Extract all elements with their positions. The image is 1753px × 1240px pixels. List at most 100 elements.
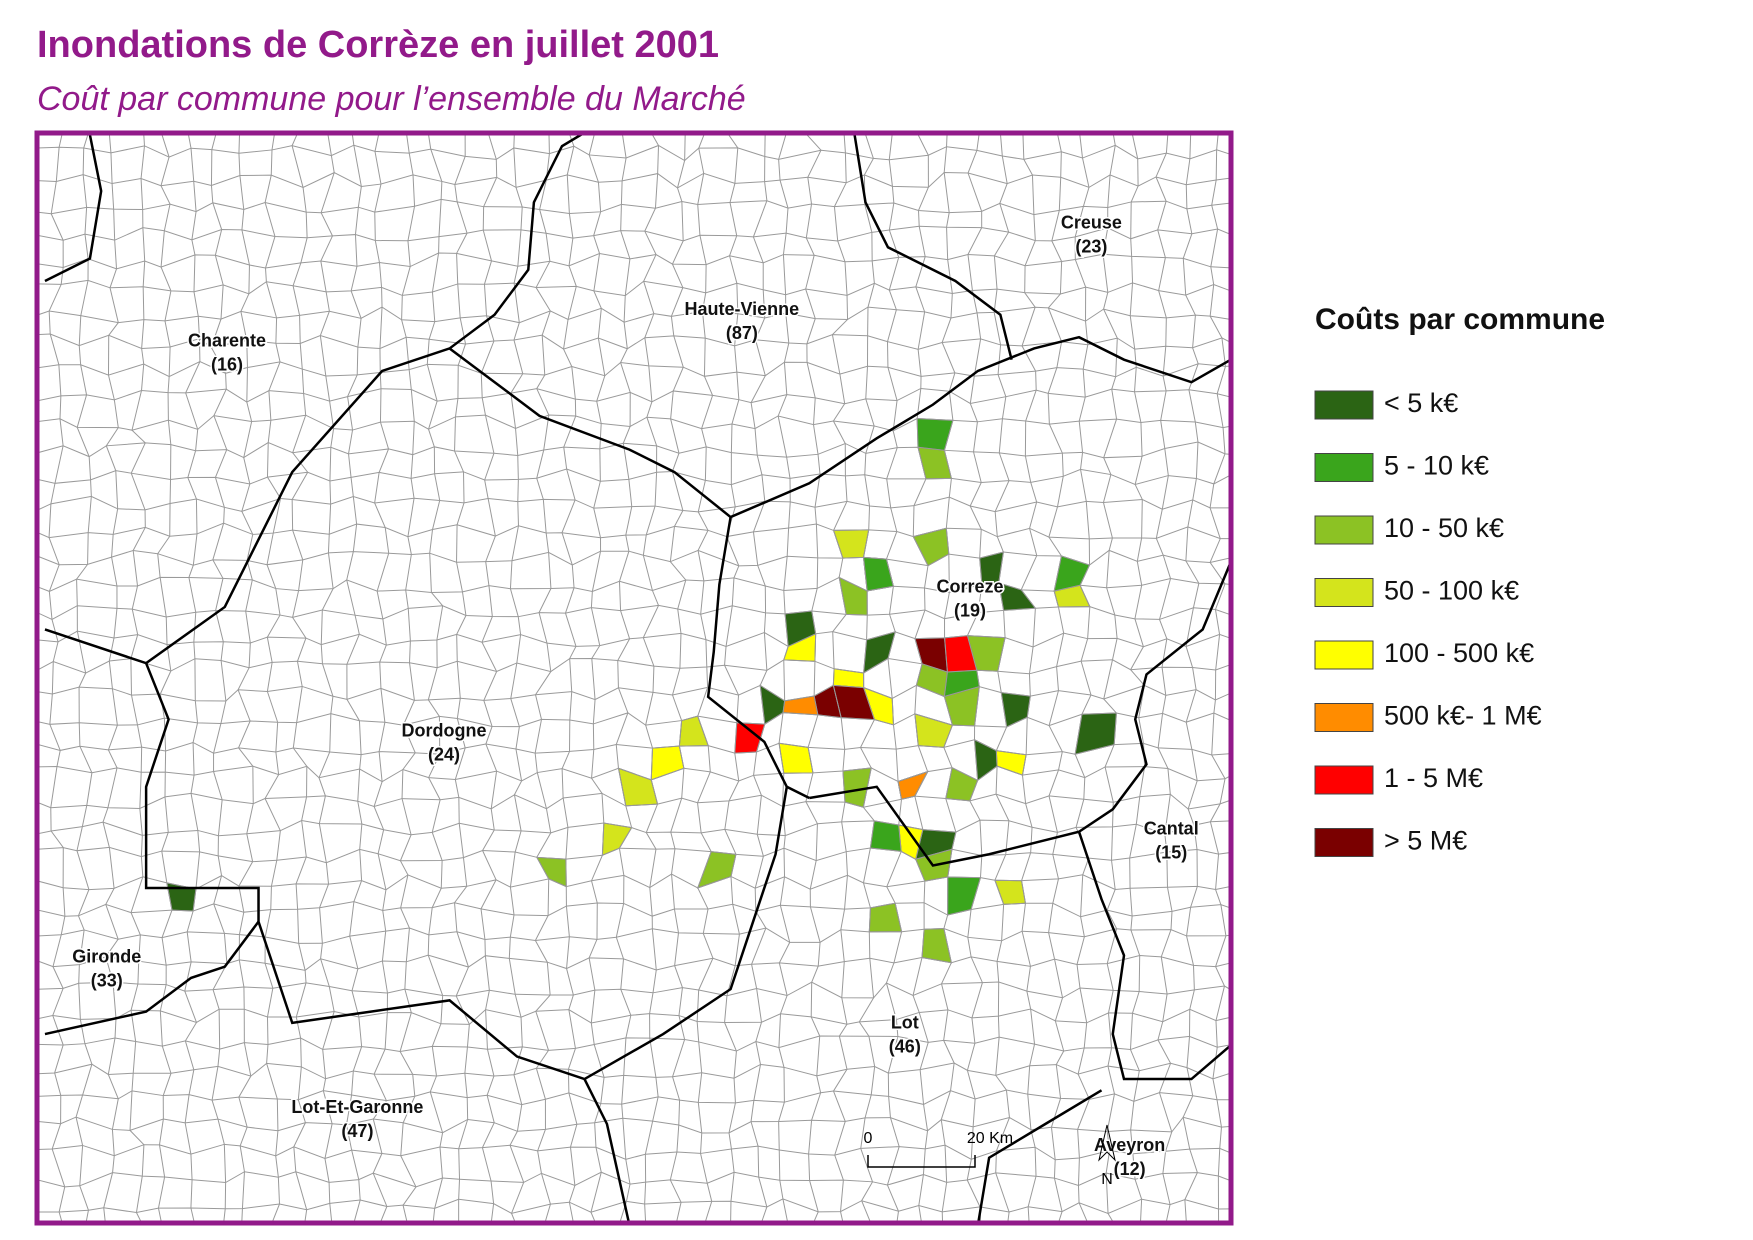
legend-swatch <box>1314 703 1374 732</box>
department-border <box>44 920 260 1036</box>
legend-label: > 5 M€ <box>1384 826 1467 856</box>
legend-swatch <box>1314 390 1374 420</box>
department-border <box>44 134 103 283</box>
commune-border <box>508 133 525 1223</box>
region-code: (33) <box>91 970 123 990</box>
region-code: (23) <box>1075 236 1107 256</box>
commune-border <box>561 133 578 1223</box>
commune-border <box>1020 133 1038 1223</box>
commune-border <box>1155 133 1173 1223</box>
map-frame <box>34 130 1234 1226</box>
commune-border <box>912 133 929 1223</box>
commune-border <box>318 133 335 1223</box>
commune-border <box>588 133 606 1223</box>
department-border <box>853 133 1013 360</box>
region-code: (87) <box>726 323 758 343</box>
map: Charente (16) Haute-Vienne (87) Creuse (23) Co… <box>24 127 1279 1240</box>
commune-border <box>642 133 660 1223</box>
legend-label: 500 k€- 1 M€ <box>1384 701 1542 731</box>
region-name: Aveyron <box>1094 1135 1165 1155</box>
commune-border <box>534 133 552 1223</box>
commune-border <box>210 133 228 1223</box>
north-label: N <box>1101 1171 1113 1188</box>
commune-border <box>399 133 417 1223</box>
title: Inondations de Corrèze en juillet 2001 <box>37 24 719 66</box>
commune-border <box>696 133 714 1223</box>
commune-border <box>777 133 791 1223</box>
region-name: Creuse <box>1061 212 1122 232</box>
department-border <box>809 561 1231 867</box>
commune-border <box>1237 132 1253 1240</box>
region-code: (47) <box>341 1121 373 1141</box>
department-border <box>1077 831 1231 1081</box>
legend-swatch <box>1314 515 1374 545</box>
region-name: Correze <box>936 577 1003 597</box>
region-code: (16) <box>211 354 243 374</box>
region-name: Dordogne <box>401 720 486 740</box>
commune-border <box>1209 133 1227 1223</box>
commune-border <box>724 133 740 1223</box>
region-code: (46) <box>889 1037 921 1057</box>
commune-border <box>669 133 687 1223</box>
region-name: Lot-Et-Garonne <box>291 1097 423 1117</box>
commune-border <box>750 133 768 1223</box>
commune-border <box>615 133 633 1223</box>
commune-border <box>1102 133 1118 1223</box>
legend-swatch <box>1314 453 1374 482</box>
commune-border <box>966 133 983 1223</box>
legend-label: < 5 k€ <box>1384 388 1458 418</box>
commune-border <box>24 1225 1278 1240</box>
region-code: (19) <box>954 601 986 621</box>
commune-border <box>372 133 390 1223</box>
commune-border <box>454 133 470 1223</box>
commune-border <box>345 133 363 1223</box>
scale-label: 20 Km <box>967 1130 1013 1147</box>
commune-border <box>184 133 201 1223</box>
region-name: Lot <box>891 1013 919 1033</box>
legend-label: 10 - 50 k€ <box>1384 513 1504 543</box>
commune-border <box>858 133 876 1223</box>
region-code: (24) <box>428 744 460 764</box>
commune-border <box>102 133 119 1223</box>
north-arrow <box>1098 1124 1116 1162</box>
department-border <box>144 662 789 1081</box>
region-code: (12) <box>1114 1159 1146 1179</box>
region-name: Charente <box>188 330 266 350</box>
commune-border <box>426 133 444 1223</box>
commune-border <box>993 133 1010 1223</box>
region-code: (15) <box>1155 842 1187 862</box>
legend: Coûts par commune < 5 k€ 5 - 10 k€ 10 - 50… <box>1314 303 1605 857</box>
department-border <box>583 1078 631 1223</box>
legend-swatch <box>1314 578 1374 607</box>
commune-border <box>129 133 146 1223</box>
commune-border <box>1264 127 1279 1240</box>
commune-border <box>1074 133 1092 1223</box>
commune-border <box>75 133 93 1223</box>
commune-patch <box>869 820 902 852</box>
commune-border <box>1182 133 1200 1223</box>
commune-border <box>291 133 309 1223</box>
commune-border <box>804 133 822 1223</box>
commune-border <box>831 133 849 1223</box>
legend-label: 50 - 100 k€ <box>1384 576 1519 606</box>
legend-label: 1 - 5 M€ <box>1384 763 1483 793</box>
commune-border <box>1047 133 1065 1223</box>
commune-border <box>48 133 66 1223</box>
legend-swatch <box>1314 640 1374 670</box>
legend-swatch <box>1314 765 1374 795</box>
commune-border <box>1129 133 1146 1223</box>
commune-border <box>885 133 903 1223</box>
legend-swatch <box>1314 828 1374 857</box>
map-background <box>37 133 1231 1223</box>
legend-label: 100 - 500 k€ <box>1384 638 1534 668</box>
scale-bar <box>867 1155 976 1168</box>
department-border <box>976 1089 1103 1223</box>
commune-border <box>237 133 254 1223</box>
legend-label: 5 - 10 k€ <box>1384 451 1489 481</box>
commune-border <box>264 133 282 1223</box>
region-name: Haute-Vienne <box>684 299 799 319</box>
region-name: Cantal <box>1144 818 1199 838</box>
commune-border <box>940 133 957 1223</box>
